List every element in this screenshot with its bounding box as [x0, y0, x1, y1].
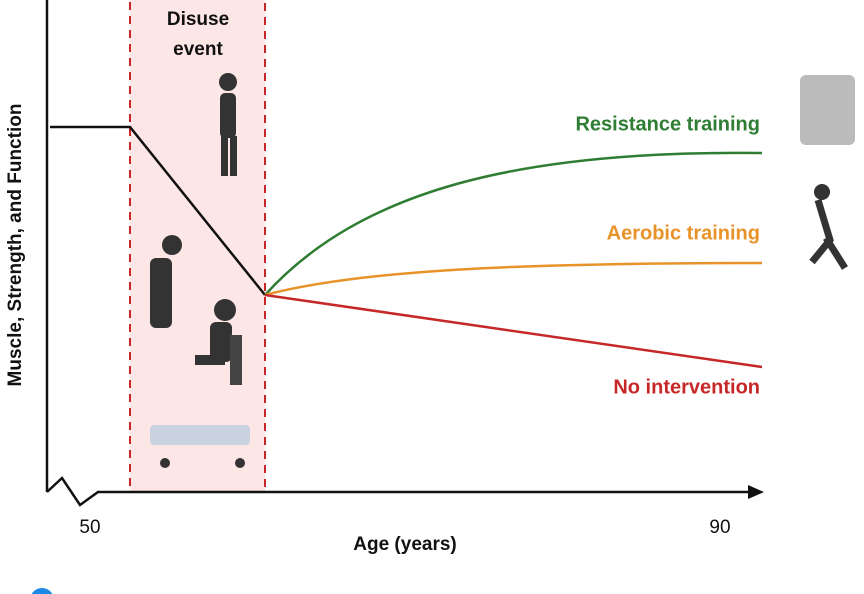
x-start-label: 50 — [79, 517, 100, 538]
path-label: No intervention — [613, 376, 760, 398]
disuse-window — [129, 0, 266, 493]
path-label: Aerobic training — [607, 222, 760, 244]
path-label: Resistance training — [575, 113, 760, 135]
resistance-curve — [264, 151, 763, 296]
aerobic-curve — [264, 261, 763, 297]
figures — [150, 73, 855, 468]
x-axis-arrow — [748, 485, 764, 499]
baseline-decline — [50, 125, 266, 296]
event-label: Disuse — [167, 9, 229, 30]
x-axis-label: Age (years) — [353, 534, 457, 555]
x-axis — [46, 476, 752, 507]
icon — [31, 588, 53, 594]
y-axis-label: Muscle, Strength, and Function — [5, 104, 26, 387]
path-labels: Resistance training Aerobic training No in… — [575, 113, 760, 398]
event-label: event — [173, 39, 223, 60]
x-end-label: 90 — [709, 517, 730, 538]
no-intervention-line — [264, 293, 763, 369]
